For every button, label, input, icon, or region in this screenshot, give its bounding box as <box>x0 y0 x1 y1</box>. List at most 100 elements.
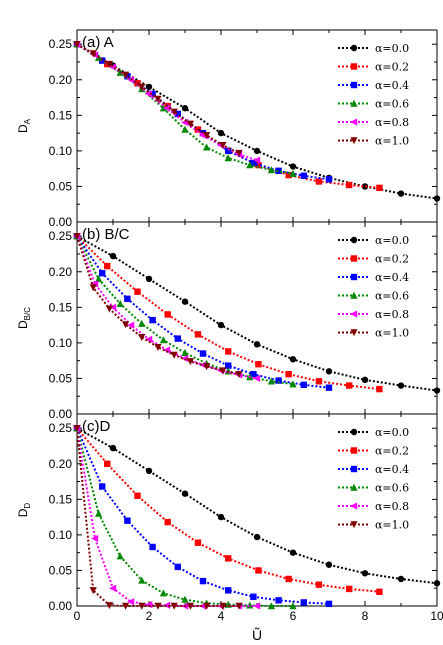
y-tick: 0.10 <box>49 144 437 158</box>
x-tick-label: 4 <box>218 609 225 623</box>
data-point <box>109 63 117 71</box>
data-point <box>170 108 178 116</box>
legend-item: α=0.8 <box>338 500 409 513</box>
y-tick-label: 0.00 <box>49 407 73 421</box>
data-point <box>122 602 130 610</box>
data-point <box>109 584 117 592</box>
data-point <box>275 167 282 174</box>
y-axis-label-main: D <box>16 320 30 329</box>
y-axis-label-main: D <box>16 508 30 517</box>
data-point <box>89 284 97 292</box>
data-point <box>267 166 275 174</box>
legend-label: α=0.0 <box>375 42 409 55</box>
data-point <box>159 336 167 344</box>
data-point <box>149 90 156 98</box>
x-tick: 6 <box>290 609 297 623</box>
data-point <box>300 599 307 606</box>
series-α=1.0 <box>73 41 243 157</box>
data-point <box>225 348 232 355</box>
legend-marker <box>350 465 358 473</box>
legend-item: α=1.0 <box>338 519 409 532</box>
data-point <box>145 90 153 98</box>
data-point <box>203 143 211 151</box>
legend-marker <box>350 483 358 491</box>
y-tick: 0.00 <box>49 599 437 613</box>
data-point <box>250 159 257 167</box>
data-point <box>267 377 275 385</box>
data-point <box>99 270 106 277</box>
data-point <box>253 156 261 164</box>
y-tick-label: 0.20 <box>49 73 73 87</box>
legend-item: α=0.0 <box>338 234 409 247</box>
legend-marker <box>350 137 358 145</box>
data-point <box>397 575 405 583</box>
legend-label: α=0.2 <box>375 445 409 458</box>
y-tick-label: 0.05 <box>49 371 73 385</box>
data-point <box>224 154 232 162</box>
data-point <box>174 563 181 571</box>
legend-label: α=0.8 <box>375 116 409 129</box>
data-point <box>91 280 99 288</box>
data-point <box>315 581 323 588</box>
data-point <box>134 288 141 295</box>
data-point <box>217 129 225 137</box>
data-point <box>376 588 383 595</box>
series-line <box>76 43 294 175</box>
y-axis-label: DD <box>16 503 32 518</box>
x-tick: 8 <box>362 609 369 623</box>
data-point <box>170 602 178 610</box>
legend-label: α=1.0 <box>375 519 409 532</box>
series-α=0.2 <box>73 233 383 393</box>
legend-marker <box>350 118 358 126</box>
data-point <box>149 543 156 551</box>
data-point <box>95 275 103 283</box>
legend-marker <box>350 44 358 52</box>
data-point <box>181 125 189 133</box>
data-point <box>194 331 202 338</box>
data-point <box>225 147 232 155</box>
data-point <box>89 50 97 58</box>
data-point <box>127 598 135 606</box>
y-axis-label-subscript: A <box>23 118 32 124</box>
data-point <box>104 262 111 270</box>
legend-item: α=0.2 <box>338 253 409 266</box>
legend: α=0.0 α=0.2 α=0.4 α=0.6 α=0.8 α=1.0 <box>338 42 409 148</box>
legend-marker <box>350 81 358 89</box>
y-tick: 0.15 <box>49 492 437 506</box>
data-point <box>255 161 262 169</box>
data-point <box>73 41 81 49</box>
data-point <box>181 349 189 357</box>
x-tick-label: 2 <box>146 609 153 623</box>
legend-marker <box>350 521 358 529</box>
data-point <box>105 60 113 68</box>
data-point <box>300 381 307 389</box>
panel-title: (b) B/C <box>82 226 130 243</box>
data-point <box>250 370 257 378</box>
data-point <box>250 593 257 600</box>
y-tick-label: 0.10 <box>49 528 73 542</box>
data-point <box>73 425 81 433</box>
data-point <box>138 83 146 91</box>
legend-label: α=1.0 <box>375 135 409 148</box>
data-point <box>149 316 156 324</box>
legend: α=0.0 α=0.2 α=0.4 α=0.6 α=0.8 α=1.0 <box>338 234 409 340</box>
data-point <box>99 57 106 64</box>
y-axis-label: DA <box>16 118 32 133</box>
y-tick-label: 0.10 <box>49 144 73 158</box>
legend-label: α=0.8 <box>375 500 409 513</box>
y-axis-label-subscript: B/C <box>23 307 32 321</box>
series-α=0.4 <box>73 425 333 608</box>
data-point <box>199 350 207 357</box>
legend-item: α=0.6 <box>338 482 409 495</box>
data-point <box>289 602 297 610</box>
y-tick-label: 0.05 <box>49 563 73 577</box>
data-point <box>124 295 131 302</box>
legend-marker <box>350 255 358 262</box>
data-point <box>225 555 232 562</box>
data-point <box>361 570 369 577</box>
series-line <box>76 43 380 189</box>
data-point <box>186 120 194 128</box>
y-tick: 0.05 <box>49 563 437 577</box>
data-point <box>181 298 189 305</box>
